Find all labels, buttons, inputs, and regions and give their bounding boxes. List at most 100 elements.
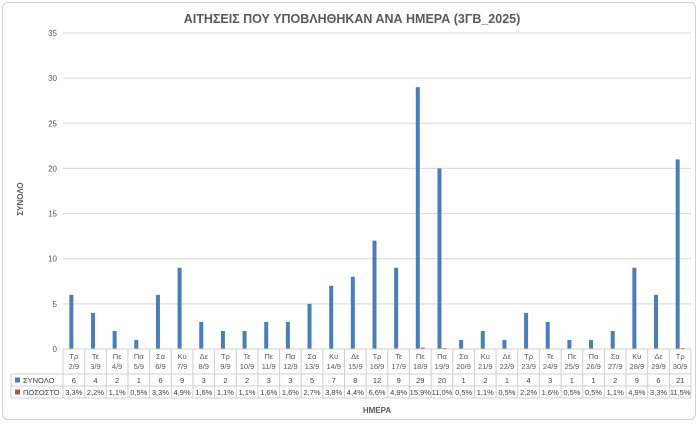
synolo-value-cell: 6	[656, 376, 660, 385]
pososto-value-cell: 15,9%	[410, 388, 432, 397]
category-day-label: Δε	[351, 352, 360, 361]
chart-title: ΑΙΤΗΣΕΙΣ ΠΟΥ ΥΠΟΒΛΗΘΗΚΑΝ ΑΝΑ ΗΜΕΡΑ (3ΓΒ_…	[184, 12, 521, 26]
pososto-value-cell: 1,1%	[607, 388, 624, 397]
synolo-value-cell: 5	[310, 376, 314, 385]
bar-synolo	[155, 294, 160, 349]
synolo-value-cell: 6	[158, 376, 162, 385]
bar-synolo	[350, 276, 355, 349]
pososto-value-cell: 1,6%	[195, 388, 212, 397]
data-table: Τρ2/963,3%Τε3/942,2%Πε4/921,1%Πα5/910,5%…	[10, 348, 692, 399]
bar-synolo	[459, 339, 464, 349]
synolo-value-cell: 20	[438, 376, 446, 385]
bar-synolo	[307, 303, 312, 349]
category-day-label: Τρ	[676, 352, 685, 361]
category-day-label: Τρ	[69, 352, 78, 361]
pososto-value-cell: 2,7%	[303, 388, 320, 397]
synolo-value-cell: 6	[72, 376, 76, 385]
y-axis-ticks: 0 5 10 15 20 25 30 35	[48, 29, 57, 354]
pososto-value-cell: 1,6%	[260, 388, 277, 397]
synolo-value-cell: 1	[137, 376, 141, 385]
bar-synolo	[394, 267, 399, 349]
synolo-value-cell: 2	[223, 376, 227, 385]
category-date-label: 15/9	[348, 362, 363, 371]
synolo-value-cell: 9	[635, 376, 639, 385]
pososto-value-cell: 2,2%	[87, 388, 104, 397]
synolo-value-cell: 7	[332, 376, 336, 385]
pososto-value-cell: 0,5%	[563, 388, 580, 397]
category-day-label: Δε	[200, 352, 209, 361]
bar-synolo	[632, 267, 637, 349]
series-name-label: ΠΟΣΟΣΤΟ	[23, 388, 60, 397]
category-date-label: 2/9	[69, 362, 79, 371]
synolo-value-cell: 2	[245, 376, 249, 385]
bar-synolo	[480, 330, 485, 349]
category-date-label: 7/9	[177, 362, 187, 371]
bar-synolo	[90, 312, 95, 349]
synolo-value-cell: 9	[180, 376, 184, 385]
pososto-value-cell: 4,9%	[390, 388, 407, 397]
category-day-label: Πε	[113, 352, 122, 361]
bar-synolo	[502, 339, 507, 349]
category-day-label: Πα	[589, 352, 599, 361]
synolo-value-cell: 3	[267, 376, 271, 385]
category-day-label: Σα	[156, 352, 166, 361]
y-tick-label: 0	[53, 345, 58, 354]
category-day-label: Τε	[547, 352, 555, 361]
category-day-label: Τρ	[524, 352, 533, 361]
bar-synolo	[220, 330, 225, 349]
category-date-label: 29/9	[651, 362, 666, 371]
category-day-label: Πε	[264, 352, 273, 361]
bar-synolo	[675, 159, 680, 349]
bar-pososto	[680, 347, 685, 349]
pososto-value-cell: 4,9%	[628, 388, 645, 397]
category-date-label: 4/9	[112, 362, 122, 371]
bar-synolo	[112, 330, 117, 349]
y-axis-label: ΣΥΝΟΛΟ	[16, 182, 25, 215]
bar-chart: ΑΙΤΗΣΕΙΣ ΠΟΥ ΥΠΟΒΛΗΘΗΚΑΝ ΑΝΑ ΗΜΕΡΑ (3ΓΒ_…	[10, 12, 692, 415]
bar-synolo	[437, 168, 442, 349]
category-date-label: 21/9	[478, 362, 493, 371]
category-day-label: Κυ	[632, 352, 641, 361]
category-date-label: 18/9	[413, 362, 428, 371]
pososto-value-cell: 1,1%	[477, 388, 494, 397]
y-tick-label: 30	[48, 74, 57, 83]
y-tick-label: 35	[48, 29, 57, 38]
category-day-label: Πε	[568, 352, 577, 361]
bar-synolo	[242, 330, 247, 349]
bar-synolo	[567, 339, 572, 349]
category-date-label: 19/9	[435, 362, 450, 371]
category-day-label: Δε	[503, 352, 512, 361]
bar-synolo	[134, 339, 139, 349]
category-day-label: Σα	[308, 352, 318, 361]
pososto-value-cell: 3,3%	[650, 388, 667, 397]
legend-key	[15, 389, 20, 395]
pososto-value-cell: 11,5%	[670, 388, 691, 397]
synolo-value-cell: 1	[462, 376, 466, 385]
category-date-label: 10/9	[240, 362, 255, 371]
x-axis-label: ΗΜΕΡΑ	[363, 406, 392, 415]
category-day-label: Τρ	[221, 352, 230, 361]
bar-synolo	[69, 294, 74, 349]
pososto-value-cell: 3,8%	[325, 388, 342, 397]
category-date-label: 23/9	[521, 362, 536, 371]
category-date-label: 20/9	[456, 362, 471, 371]
category-day-label: Κυ	[329, 352, 338, 361]
pososto-value-cell: 0,5%	[498, 388, 515, 397]
category-date-label: 3/9	[90, 362, 100, 371]
series-name-label: ΣΥΝΟΛΟ	[23, 376, 55, 385]
category-date-label: 28/9	[630, 362, 645, 371]
pososto-value-cell: 0,5%	[130, 388, 147, 397]
synolo-value-cell: 2	[115, 376, 119, 385]
category-date-label: 8/9	[199, 362, 209, 371]
bar-synolo	[264, 321, 269, 349]
pososto-value-cell: 1,1%	[109, 388, 126, 397]
bar-synolo	[524, 312, 529, 349]
category-day-label: Σα	[459, 352, 469, 361]
pososto-value-cell: 1,6%	[282, 388, 299, 397]
category-date-label: 6/9	[155, 362, 165, 371]
category-day-label: Πα	[437, 352, 447, 361]
bars	[69, 87, 685, 350]
category-day-label: Τε	[92, 352, 100, 361]
y-tick-label: 15	[48, 210, 57, 219]
pososto-value-cell: 1,1%	[239, 388, 256, 397]
